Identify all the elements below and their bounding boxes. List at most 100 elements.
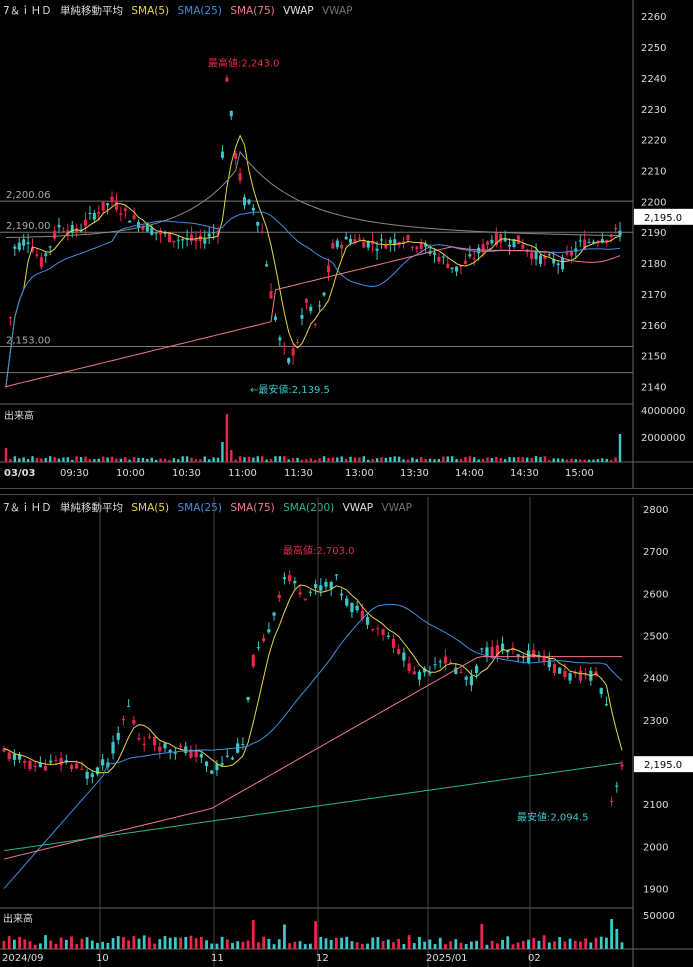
price-tick-label: 2220 — [641, 136, 666, 147]
candle-body — [269, 291, 273, 299]
volume-bar — [159, 458, 162, 462]
volume-bar — [314, 459, 317, 462]
volume-bar — [33, 944, 37, 949]
volume-bar — [26, 458, 30, 462]
sma25-legend[interactable]: SMA(25) — [177, 5, 222, 17]
volume-bar — [376, 937, 380, 949]
candle-body — [412, 671, 416, 675]
volume-bar — [423, 941, 427, 949]
candle-body — [220, 151, 224, 158]
intraday-chart-panel: 7＆ｉＨＤ 単純移動平均 SMA(5) SMA(25) SMA(75) VWAP… — [0, 0, 693, 488]
vwap-legend-dim[interactable]: VWAP — [381, 502, 412, 514]
candle-body — [287, 358, 291, 363]
price-tick-label: 2300 — [643, 716, 668, 727]
daily-chart[interactable]: 2800270026002500240023002200210020001900… — [0, 497, 693, 967]
intraday-chart[interactable]: 2260 2250 2240 2230 2220 2210 2200 2190 2180 2170… — [0, 0, 693, 488]
sma75-legend[interactable]: SMA(75) — [230, 502, 275, 514]
panel-divider — [0, 494, 693, 495]
volume-bar — [542, 935, 546, 949]
candle-body — [207, 233, 211, 237]
volume-bar — [601, 458, 604, 462]
volume-bar — [344, 459, 348, 462]
candle-body — [618, 230, 622, 237]
candle-body — [84, 219, 88, 226]
volume-bar — [137, 938, 141, 949]
volume-bar — [142, 935, 146, 949]
vwap-legend[interactable]: VWAP — [342, 502, 374, 514]
candle-body — [393, 239, 397, 245]
volume-bar — [128, 459, 131, 462]
volume-bar — [450, 456, 454, 462]
volume-bar — [146, 458, 149, 462]
sma75-line — [5, 246, 621, 388]
sma25-legend[interactable]: SMA(25) — [177, 502, 222, 514]
time-tick-label: 10:00 — [116, 468, 145, 479]
volume-bar — [54, 943, 58, 949]
candle-body — [547, 254, 551, 256]
current-price-tag — [634, 208, 693, 225]
volume-bar — [216, 457, 220, 462]
volume-bar — [508, 457, 511, 462]
sma75-legend[interactable]: SMA(75) — [230, 5, 275, 17]
candle-body — [121, 718, 126, 721]
candle-body — [272, 612, 276, 616]
volume-bar — [384, 457, 388, 462]
volume-bar — [371, 937, 375, 949]
sma200-legend[interactable]: SMA(200) — [283, 502, 335, 514]
candle-body — [26, 242, 30, 244]
volume-bar — [179, 937, 182, 949]
candle-body — [443, 656, 448, 664]
candle-body — [90, 773, 94, 778]
volume-bar — [247, 456, 251, 462]
volume-bar — [62, 457, 65, 462]
volume-bar — [565, 459, 569, 462]
volume-bar — [57, 458, 61, 462]
vwap-legend[interactable]: VWAP — [283, 5, 314, 17]
candle-body — [379, 239, 383, 241]
low-annotation: 最安値:2,094.5 — [517, 811, 589, 824]
candle-body — [303, 598, 307, 600]
candle-body — [260, 231, 264, 233]
candle-body — [335, 240, 339, 248]
volume-bar — [506, 936, 510, 949]
candle-body — [282, 345, 286, 347]
volume-bar — [599, 936, 603, 949]
vwap-legend-dim[interactable]: VWAP — [321, 5, 353, 17]
candle-body — [220, 763, 224, 766]
volume-bar — [558, 937, 562, 949]
sma5-legend[interactable]: SMA(5) — [131, 5, 170, 17]
ticker-label: 7＆ｉＨＤ — [3, 502, 52, 514]
candle-body — [199, 753, 203, 758]
volume-label: 出来高 — [4, 409, 34, 422]
candle-body — [344, 236, 348, 240]
volume-bar — [516, 942, 520, 949]
candle-body — [142, 743, 146, 745]
reference-line-label: 2,200.06 — [6, 190, 51, 201]
time-tick-label: 09:30 — [60, 468, 89, 479]
candle-body — [449, 662, 453, 664]
candle-body — [54, 759, 58, 761]
candle-body — [241, 744, 245, 746]
candle-body — [583, 239, 587, 249]
sma5-legend[interactable]: SMA(5) — [131, 502, 170, 514]
candle-body — [578, 240, 582, 242]
candle-body — [614, 227, 618, 230]
volume-bar — [392, 942, 395, 949]
candle-body — [127, 706, 131, 708]
price-tick-label: 2210 — [641, 167, 666, 178]
volume-bar — [553, 941, 556, 949]
volume-bar — [257, 942, 260, 949]
price-tick-label: 2180 — [641, 259, 666, 270]
candle-body — [246, 696, 250, 700]
price-tick-label: 2160 — [641, 321, 666, 332]
candle-body — [203, 239, 207, 244]
candle-body — [35, 254, 39, 256]
volume-bar — [444, 944, 447, 949]
volume-bar — [499, 458, 502, 462]
volume-bar — [331, 457, 335, 462]
indicator-label: 単純移動平均 — [60, 502, 124, 514]
volume-bar — [610, 919, 614, 949]
volume-bar — [455, 459, 458, 462]
volume-bar — [267, 938, 271, 949]
volume-bar — [579, 941, 582, 949]
